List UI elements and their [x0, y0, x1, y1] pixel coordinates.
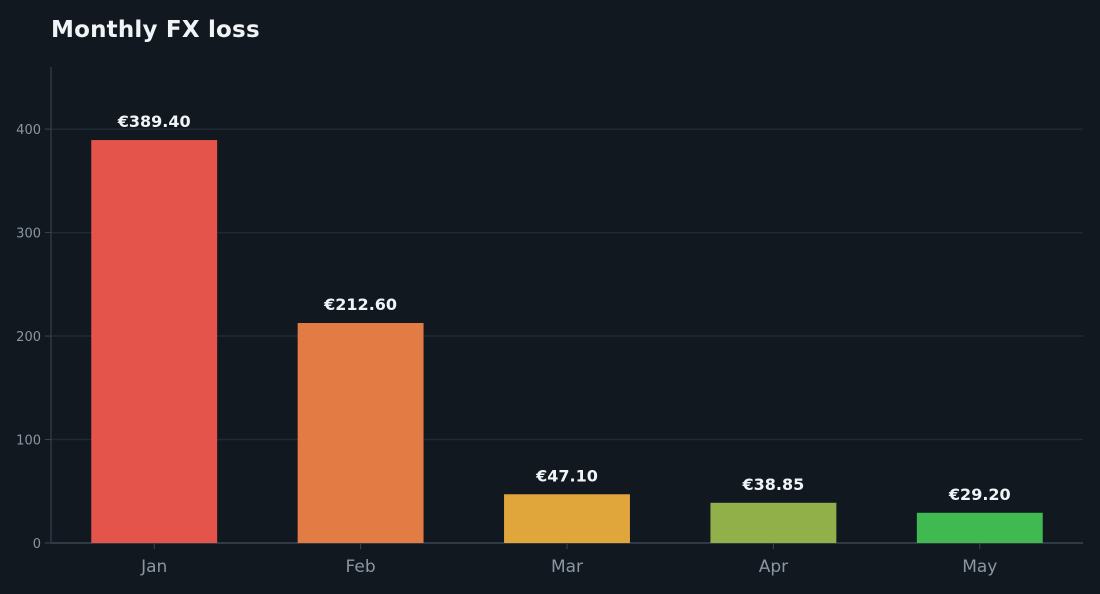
y-tick-label: 300	[16, 227, 41, 242]
data-label: €29.20	[948, 485, 1011, 504]
data-label: €389.40	[117, 112, 191, 131]
data-label: €47.10	[535, 466, 598, 485]
bar-apr	[710, 502, 837, 543]
x-tick-label: Jan	[140, 557, 167, 577]
bar-may	[916, 512, 1043, 543]
bars	[91, 140, 1043, 543]
x-tick-label: Feb	[346, 557, 376, 577]
chart-title: Monthly FX loss	[51, 17, 260, 43]
labels: 0 100 200 300 400 €389.40 Jan €212.60 Feb €47.10 M…	[16, 112, 1011, 577]
data-label: €212.60	[323, 295, 397, 314]
data-label: €38.85	[742, 475, 805, 494]
y-tick-label: 400	[16, 123, 41, 138]
y-tick-label: 200	[16, 330, 41, 345]
x-tick-label: May	[962, 557, 997, 577]
y-tick-label: 0	[33, 537, 41, 552]
x-tick-label: Mar	[551, 557, 583, 577]
grid-lines	[51, 128, 1083, 441]
x-tick-label: Apr	[759, 557, 788, 577]
bar-jan	[91, 140, 218, 543]
bar-mar	[504, 494, 630, 543]
bar-feb	[297, 323, 424, 543]
y-tick-label: 100	[16, 434, 41, 449]
